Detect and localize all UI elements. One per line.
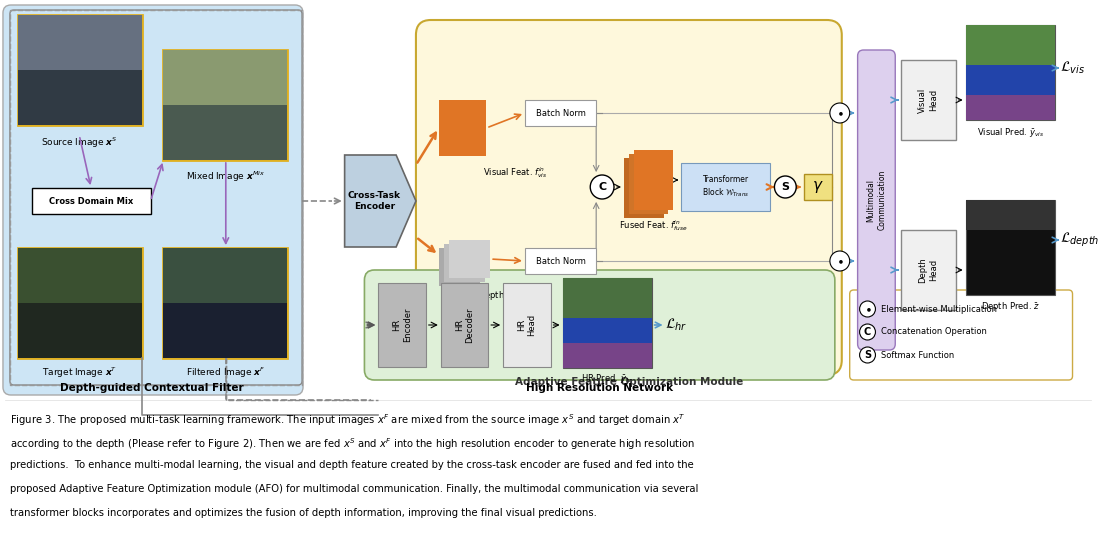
Text: High Resolution Network: High Resolution Network	[526, 383, 673, 393]
Text: Softmax Function: Softmax Function	[881, 350, 954, 360]
FancyBboxPatch shape	[3, 5, 303, 395]
Text: Target Image $\boldsymbol{x}^T$: Target Image $\boldsymbol{x}^T$	[42, 366, 117, 380]
FancyBboxPatch shape	[164, 248, 287, 303]
FancyBboxPatch shape	[503, 283, 550, 367]
FancyBboxPatch shape	[18, 303, 142, 358]
FancyBboxPatch shape	[364, 270, 835, 380]
FancyBboxPatch shape	[634, 150, 673, 210]
Text: $\bullet$: $\bullet$	[836, 255, 844, 267]
Circle shape	[830, 103, 850, 123]
Text: Visual Feat. $f_{vis}^{in}$: Visual Feat. $f_{vis}^{in}$	[483, 165, 547, 180]
FancyBboxPatch shape	[448, 240, 490, 278]
Text: Batch Norm: Batch Norm	[536, 109, 586, 117]
FancyBboxPatch shape	[379, 283, 426, 367]
FancyBboxPatch shape	[624, 158, 663, 218]
Circle shape	[590, 175, 614, 199]
Text: Fused Feat. $f_{fuse}^{in}$: Fused Feat. $f_{fuse}^{in}$	[620, 218, 687, 233]
Text: HR
Decoder: HR Decoder	[455, 307, 474, 343]
FancyBboxPatch shape	[562, 318, 652, 343]
FancyBboxPatch shape	[164, 50, 287, 160]
Text: Depth Pred. $\bar{z}$: Depth Pred. $\bar{z}$	[981, 300, 1039, 313]
FancyBboxPatch shape	[525, 100, 597, 126]
Circle shape	[860, 301, 876, 317]
FancyBboxPatch shape	[164, 105, 287, 160]
Text: Mixed Image $\boldsymbol{x}^{Mix}$: Mixed Image $\boldsymbol{x}^{Mix}$	[186, 170, 266, 184]
FancyBboxPatch shape	[32, 188, 151, 214]
FancyBboxPatch shape	[965, 25, 1055, 65]
FancyBboxPatch shape	[681, 163, 770, 211]
FancyBboxPatch shape	[858, 50, 896, 350]
FancyBboxPatch shape	[18, 15, 142, 125]
FancyBboxPatch shape	[438, 248, 480, 286]
Text: Figure 3. The proposed multi-task learning framework. The input images $x^F$ are: Figure 3. The proposed multi-task learni…	[10, 412, 685, 428]
Text: Transformer
Block $\mathcal{W}_{Trans}$: Transformer Block $\mathcal{W}_{Trans}$	[702, 175, 749, 199]
Text: S: S	[782, 182, 789, 192]
Text: C: C	[863, 327, 871, 337]
FancyBboxPatch shape	[438, 100, 486, 156]
FancyBboxPatch shape	[18, 70, 142, 125]
FancyBboxPatch shape	[629, 154, 669, 214]
FancyBboxPatch shape	[901, 60, 955, 140]
FancyBboxPatch shape	[18, 248, 142, 303]
Text: C: C	[598, 182, 607, 192]
FancyBboxPatch shape	[562, 278, 652, 368]
FancyBboxPatch shape	[804, 174, 831, 200]
FancyBboxPatch shape	[850, 290, 1073, 380]
Circle shape	[860, 324, 876, 340]
Text: Depth
Head: Depth Head	[918, 257, 938, 283]
Text: $\bullet$: $\bullet$	[863, 302, 871, 316]
Text: Multimodal
Communication: Multimodal Communication	[867, 170, 886, 230]
Polygon shape	[344, 155, 416, 247]
Text: HR
Head: HR Head	[517, 314, 537, 336]
FancyBboxPatch shape	[965, 25, 1055, 120]
Text: Element-wise Multiplication: Element-wise Multiplication	[881, 305, 997, 313]
FancyBboxPatch shape	[164, 248, 287, 358]
FancyBboxPatch shape	[525, 248, 597, 274]
FancyBboxPatch shape	[562, 343, 652, 368]
FancyBboxPatch shape	[965, 65, 1055, 95]
Text: $\mathcal{L}_{depth}$: $\mathcal{L}_{depth}$	[1059, 231, 1099, 249]
FancyBboxPatch shape	[965, 200, 1055, 230]
Circle shape	[830, 251, 850, 271]
Text: $\gamma$: $\gamma$	[813, 179, 824, 195]
Text: proposed Adaptive Feature Optimization module (AFO) for multimodal communication: proposed Adaptive Feature Optimization m…	[10, 484, 699, 494]
Text: Filtered Image $\boldsymbol{x}^F$: Filtered Image $\boldsymbol{x}^F$	[186, 366, 266, 380]
Text: Adaptive Feature Optimization Module: Adaptive Feature Optimization Module	[515, 377, 743, 387]
Text: $\mathcal{L}_{vis}$: $\mathcal{L}_{vis}$	[1059, 60, 1085, 76]
Text: Source Image $\boldsymbol{x}^S$: Source Image $\boldsymbol{x}^S$	[41, 136, 117, 150]
FancyBboxPatch shape	[965, 95, 1055, 120]
FancyBboxPatch shape	[164, 50, 287, 105]
FancyBboxPatch shape	[416, 20, 841, 375]
Text: Batch Norm: Batch Norm	[536, 256, 586, 266]
Circle shape	[860, 347, 876, 363]
Text: HR
Encoder: HR Encoder	[392, 308, 412, 342]
Circle shape	[775, 176, 796, 198]
Text: Cross Domain Mix: Cross Domain Mix	[49, 197, 133, 205]
Text: Visual Pred. $\bar{y}_{vis}$: Visual Pred. $\bar{y}_{vis}$	[976, 126, 1044, 139]
FancyBboxPatch shape	[18, 248, 142, 358]
FancyBboxPatch shape	[444, 244, 485, 282]
Text: $\mathcal{L}_{hr}$: $\mathcal{L}_{hr}$	[665, 317, 687, 333]
Text: HR Pred. $\bar{y}_{hr}$: HR Pred. $\bar{y}_{hr}$	[581, 372, 633, 385]
Text: Visual
Head: Visual Head	[918, 87, 938, 113]
Text: Concatenation Operation: Concatenation Operation	[881, 328, 987, 337]
FancyBboxPatch shape	[562, 278, 652, 318]
FancyBboxPatch shape	[18, 15, 142, 70]
FancyBboxPatch shape	[965, 200, 1055, 295]
FancyBboxPatch shape	[441, 283, 488, 367]
Text: according to the depth (Please refer to Figure 2). Then we are fed $x^S$ and $x^: according to the depth (Please refer to …	[10, 436, 695, 452]
Text: S: S	[863, 350, 871, 360]
FancyBboxPatch shape	[901, 230, 955, 310]
Text: predictions.  To enhance multi-modal learning, the visual and depth feature crea: predictions. To enhance multi-modal lear…	[10, 460, 694, 470]
Text: transformer blocks incorporates and optimizes the fusion of depth information, i: transformer blocks incorporates and opti…	[10, 508, 597, 518]
Text: Depth Feat. $f_{depth}^{in}$: Depth Feat. $f_{depth}^{in}$	[478, 288, 551, 304]
Text: Cross-Task
Encoder: Cross-Task Encoder	[348, 191, 401, 211]
Text: Depth-guided Contextual Filter: Depth-guided Contextual Filter	[60, 383, 244, 393]
FancyBboxPatch shape	[164, 303, 287, 358]
Text: $\bullet$: $\bullet$	[836, 107, 844, 120]
